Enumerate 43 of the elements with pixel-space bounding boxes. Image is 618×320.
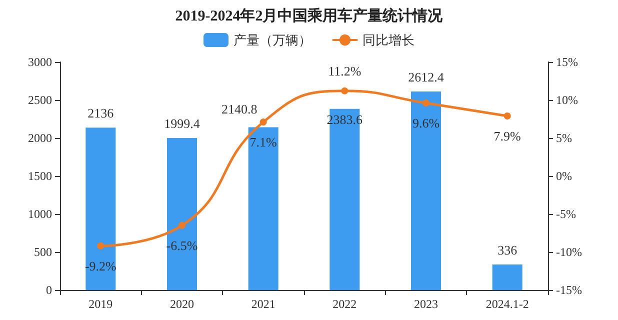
- point: [422, 100, 430, 107]
- point: [97, 242, 104, 250]
- bar: [492, 264, 522, 290]
- legend-label: 同比增长: [362, 32, 414, 48]
- y-tick-label: 0: [46, 283, 52, 297]
- y-tick-label: 500: [34, 245, 52, 259]
- y2-tick-label: 10%: [556, 93, 578, 107]
- y2-tick-label: 5%: [556, 131, 572, 145]
- bar: [86, 128, 116, 290]
- x-tick-label: 2023: [414, 297, 438, 311]
- x-tick-label: 2022: [332, 297, 357, 311]
- bar: [167, 138, 197, 290]
- y-tick-label: 2500: [28, 93, 52, 107]
- data-label: 7.9%: [494, 128, 522, 144]
- data-label: 2612.4: [408, 69, 444, 84]
- y2-tick-label: 0%: [556, 169, 572, 183]
- y2-tick-label: -15%: [556, 283, 582, 297]
- chart-title: 2019-2024年2月中国乘用车产量统计情况: [175, 6, 444, 24]
- x-tick-label: 2020: [170, 297, 194, 311]
- y-tick-label: 1000: [28, 207, 52, 221]
- legend-label: 产量（万辆）: [234, 32, 312, 48]
- point: [341, 87, 348, 94]
- data-label: 1999.4: [164, 116, 200, 132]
- x-tick-label: 2024.1-2: [486, 297, 529, 311]
- y-tick-label: 3000: [28, 55, 52, 69]
- data-label: 9.6%: [412, 116, 440, 131]
- data-label: 7.1%: [250, 134, 278, 150]
- data-label: 336: [498, 242, 518, 258]
- point: [260, 118, 267, 126]
- y-tick-label: 1500: [28, 169, 52, 183]
- y2-tick-label: 15%: [556, 55, 578, 69]
- x-tick-label: 2021: [251, 297, 276, 311]
- point: [504, 112, 511, 120]
- data-label: 2136: [88, 106, 114, 121]
- x-tick-label: 2019: [88, 297, 113, 311]
- y2-tick-label: -5%: [556, 207, 576, 221]
- data-label: 2140.8: [221, 101, 258, 116]
- bar: [248, 127, 278, 290]
- data-label: 11.2%: [328, 63, 362, 78]
- y-tick-label: 2000: [28, 131, 52, 145]
- y2-tick-label: -10%: [556, 245, 582, 259]
- bar: [411, 91, 441, 290]
- point: [178, 222, 186, 229]
